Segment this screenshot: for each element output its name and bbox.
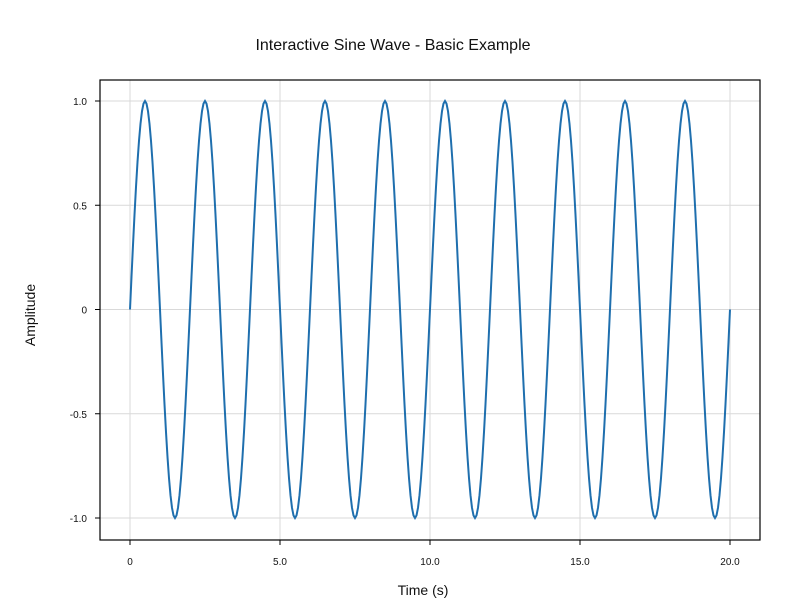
y-tick-label: 0.5 <box>73 201 87 212</box>
y-tick-label: 1.0 <box>73 97 87 108</box>
series-line-sine[interactable] <box>129 99 731 520</box>
x-tick-label: 10.0 <box>420 557 440 568</box>
x-tick-label: 0 <box>127 557 133 568</box>
x-tick-label: 20.0 <box>720 557 740 568</box>
x-tick-label: 5.0 <box>273 557 287 568</box>
y-axis-label: Amplitude <box>22 284 38 346</box>
y-tick-label: -1.0 <box>70 514 88 525</box>
plot-area[interactable] <box>129 99 731 520</box>
chart-title: Interactive Sine Wave - Basic Example <box>255 37 530 54</box>
y-tick-label: 0 <box>81 306 87 317</box>
y-tick-label: -0.5 <box>70 410 88 421</box>
x-tick-label: 15.0 <box>570 557 590 568</box>
x-axis-label: Time (s) <box>398 582 449 598</box>
axis-ticks: 0 5.0 10.0 15.0 20.0 -1.0 -0.5 0 0.5 1.0 <box>70 97 740 568</box>
